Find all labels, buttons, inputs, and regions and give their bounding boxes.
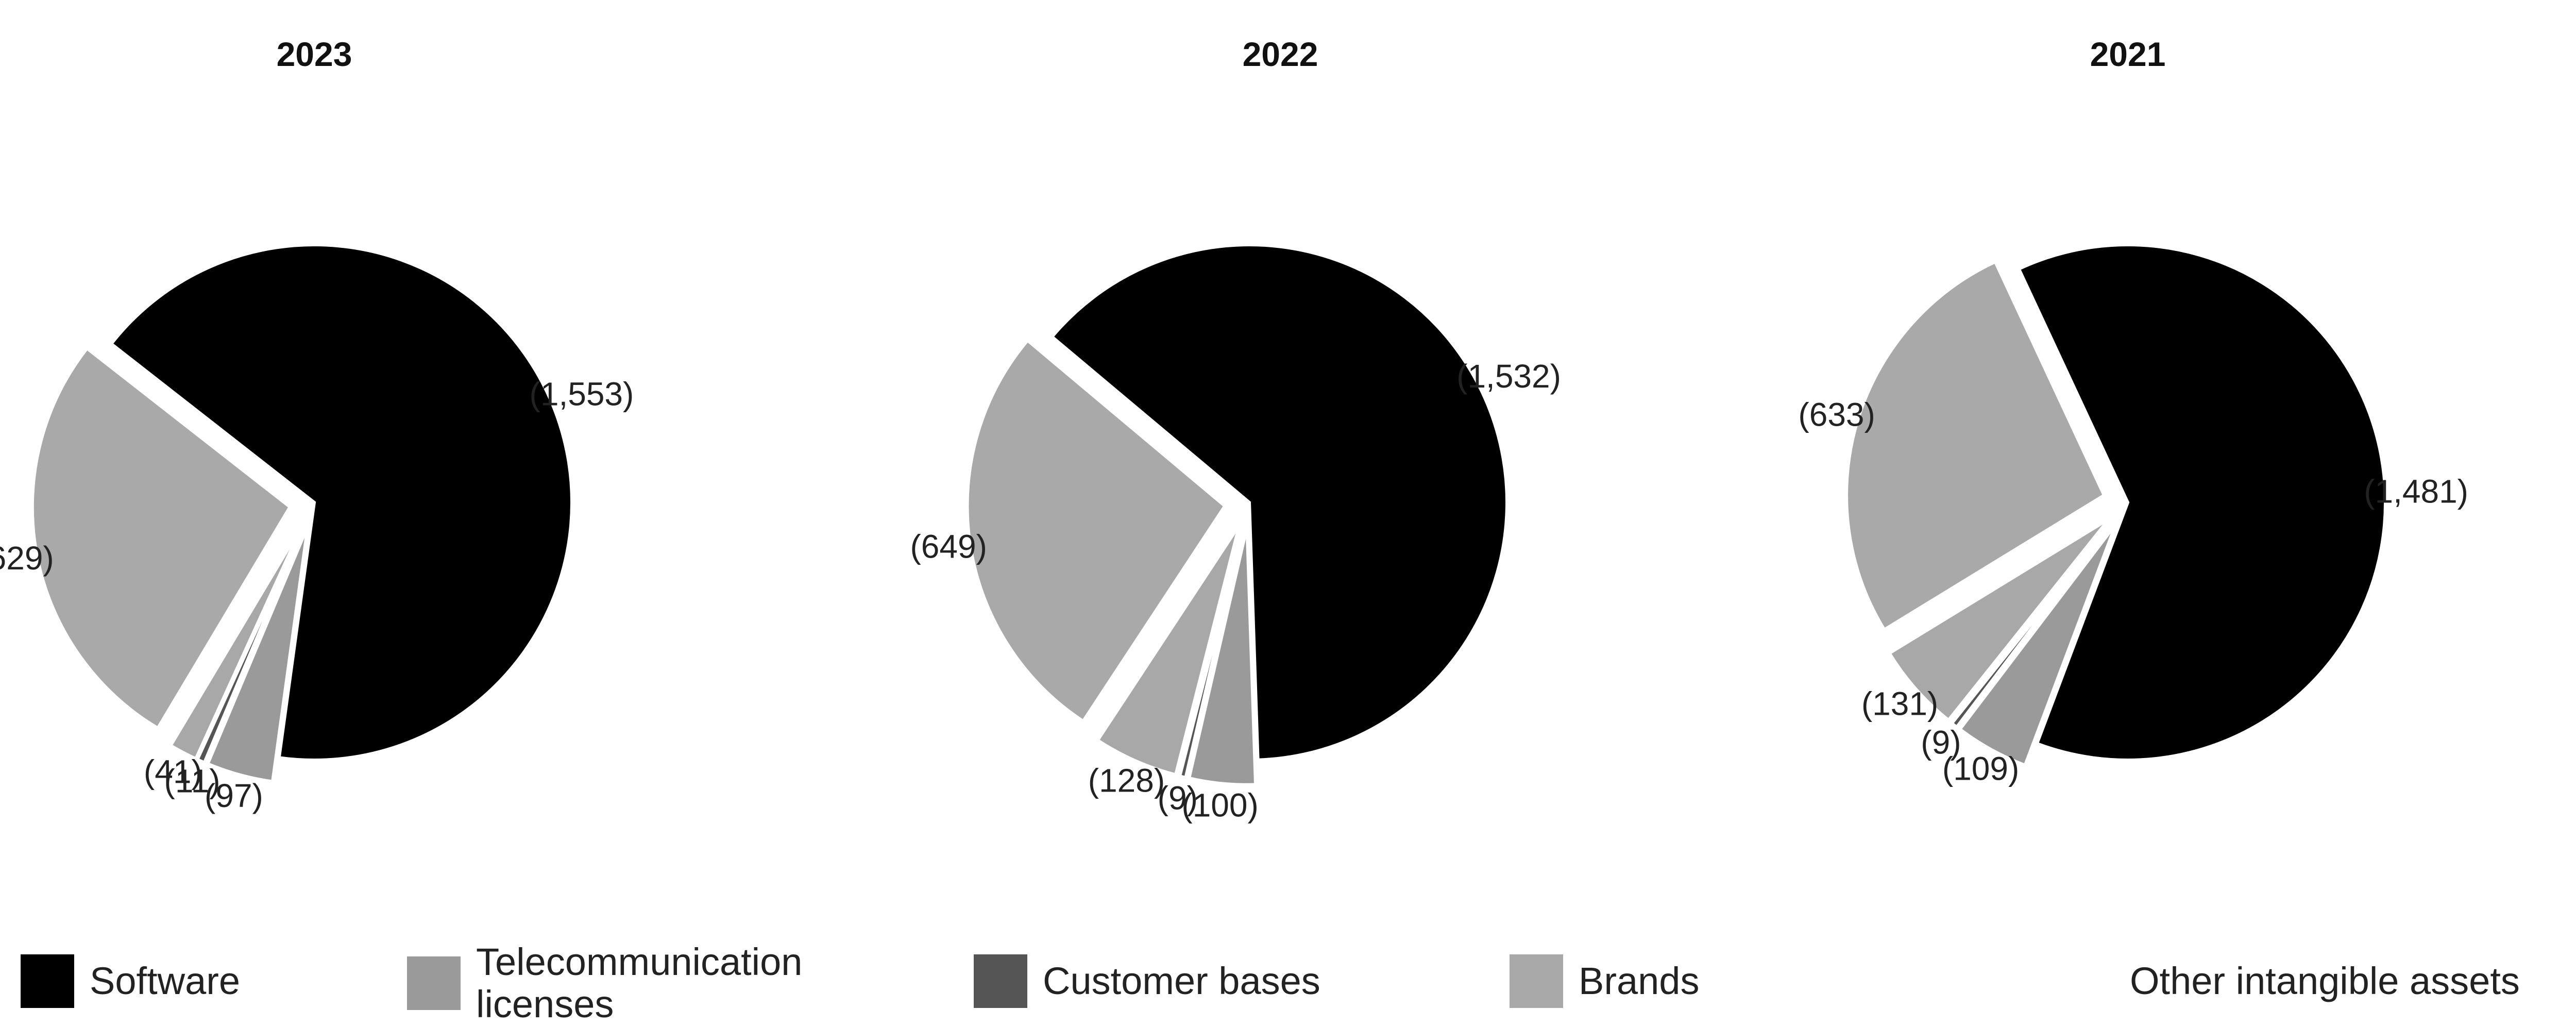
data-label-2022-brands: (128) [1088,762,1165,799]
legend-swatch-other [2061,954,2114,1008]
legend-swatch-customer-bases [974,954,1027,1008]
chart-title-2023: 2023 [277,35,352,73]
pie-slice-2022-software [1049,243,1509,762]
legend-label-telecom: Telecommunication licenses [476,940,803,1025]
pie-slice-2023-brands [168,523,304,761]
data-label-2022-software: (1,532) [1456,358,1561,395]
pie-slice-2021-other-intangible-assets [1845,259,2106,632]
legend-item-telecom: Telecommunication licenses [407,941,888,1025]
pie-slice-2023-software [109,243,573,762]
pie-slice-2022-customer-bases [1178,526,1245,780]
data-label-2022-other-intangible-assets: (649) [910,528,987,565]
legend-swatch-software [21,954,74,1008]
data-label-2021-other-intangible-assets: (633) [1798,396,1875,433]
pie-slice-2022-telecommunication-licenses [1187,527,1258,786]
data-label-2023-telecommunication-licenses: (97) [205,777,263,814]
pie-slice-2021-telecommunication-licenses [1958,523,2117,767]
pie-slice-2022-brands [1095,524,1241,777]
data-label-2023-software: (1,553) [530,376,634,413]
pie-slice-2023-other-intangible-assets [30,346,292,731]
pie-slice-2021-software [2016,243,2387,762]
data-label-2021-brands: (131) [1861,685,1938,722]
legend-label-software: Software [90,960,241,1002]
data-label-2022-telecommunication-licenses: (100) [1181,786,1258,823]
legend-label-brands: Brands [1579,960,1700,1002]
pie-slice-2021-brands [1887,517,2111,722]
legend-label-customer-bases: Customer bases [1043,960,1320,1002]
legend-swatch-telecom [407,956,461,1010]
data-label-2021-telecommunication-licenses: (109) [1942,750,2019,787]
data-label-2023-customer-bases: (11) [164,762,221,799]
data-label-2021-software: (1,481) [2364,473,2468,510]
chart-title-2021: 2021 [2090,35,2166,73]
data-label-2022-customer-bases: (9) [1158,779,1198,816]
data-label-2023-other-intangible-assets: (629) [0,540,54,577]
pie-slice-2021-customer-bases [1950,520,2114,730]
legend-label-other: Other intangible assets [2130,960,2520,1002]
data-label-2023-brands: (41) [144,753,202,790]
pie-slice-2023-customer-bases [195,524,306,765]
legend-item-customer-bases: Customer bases [974,954,1320,1008]
legend: Software Telecommunication licenses Cust… [0,934,2576,1026]
data-label-2021-customer-bases: (9) [1921,724,1961,761]
pie-slice-2022-other-intangible-assets [965,338,1227,724]
legend-item-software: Software [21,954,240,1008]
pie-slice-2023-telecommunication-licenses [206,526,310,783]
chart-title-2022: 2022 [1243,35,1318,73]
legend-item-other: Other intangible assets [2061,954,2520,1008]
legend-item-brands: Brands [1510,954,1699,1008]
legend-swatch-brands [1510,954,1563,1008]
